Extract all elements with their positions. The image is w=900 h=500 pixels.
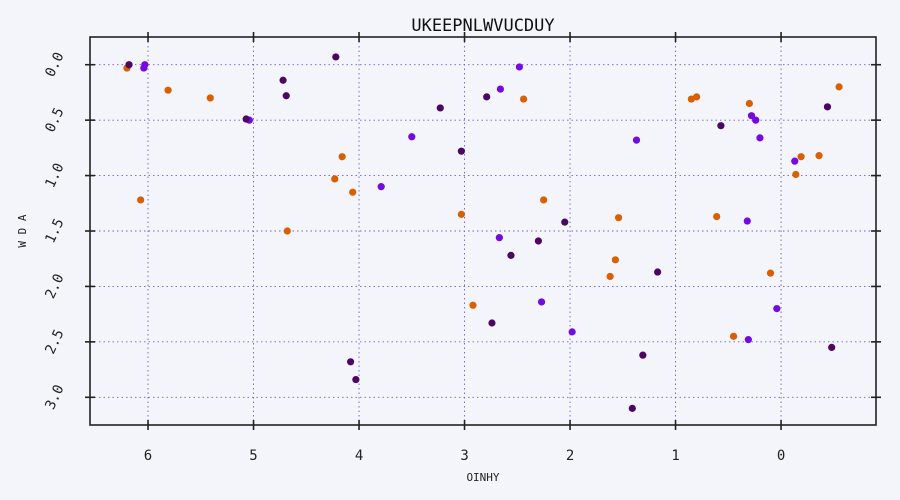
data-point: [835, 83, 843, 91]
data-point: [349, 188, 357, 196]
data-point: [137, 196, 145, 204]
data-point: [540, 196, 548, 204]
data-point: [791, 157, 799, 165]
data-point: [377, 183, 385, 191]
series-0: [123, 64, 843, 340]
data-point: [828, 343, 836, 351]
data-point: [457, 210, 465, 218]
data-point: [125, 61, 133, 69]
data-point: [611, 256, 620, 264]
data-point: [507, 251, 515, 259]
series-1: [140, 61, 799, 344]
y-tick-label: 2.0: [42, 272, 67, 302]
data-point: [756, 134, 764, 142]
y-tick-label: 0.5: [42, 105, 67, 135]
data-point: [331, 175, 339, 183]
data-point: [823, 103, 832, 111]
data-point: [283, 227, 291, 235]
data-point: [766, 269, 775, 277]
y-tick-label: 0.0: [42, 50, 67, 80]
data-point: [408, 133, 416, 141]
x-tick-label: 5: [249, 448, 257, 464]
data-point: [639, 351, 647, 359]
data-point: [654, 268, 662, 276]
data-point: [815, 152, 823, 160]
data-point: [744, 336, 752, 344]
data-point: [713, 212, 721, 221]
y-tick-label: 1.0: [42, 161, 67, 191]
data-point: [469, 301, 477, 309]
data-point: [140, 64, 148, 72]
data-point: [352, 375, 360, 384]
data-point: [534, 237, 542, 245]
data-point: [717, 122, 725, 130]
chart-title: UKEEPNLWVUCDUY: [411, 16, 554, 36]
y-tick-label: 1.5: [42, 216, 67, 246]
data-point: [488, 319, 496, 327]
x-tick-label: 4: [355, 448, 363, 464]
data-point: [561, 218, 569, 226]
data-point: [332, 53, 340, 61]
data-points: [123, 53, 843, 412]
data-point: [496, 85, 505, 93]
data-point: [279, 76, 287, 84]
data-point: [242, 115, 250, 123]
data-point: [282, 92, 290, 100]
axis-ticks: 6 5 4 3 2 1 0 0.0 0.5 1.0 1.5 2.0 2.5 3.0: [42, 32, 881, 464]
data-point: [743, 217, 751, 225]
data-point: [568, 328, 576, 336]
data-point: [693, 93, 701, 101]
data-point: [752, 116, 760, 124]
data-point: [457, 147, 465, 155]
x-axis-label: OINHY: [466, 471, 499, 484]
data-point: [483, 93, 491, 101]
data-point: [164, 86, 172, 94]
data-point: [729, 332, 738, 340]
data-point: [632, 136, 641, 144]
x-tick-label: 6: [144, 448, 152, 464]
data-point: [745, 99, 753, 108]
data-point: [436, 104, 444, 112]
data-point: [537, 298, 546, 306]
data-point: [628, 404, 636, 412]
x-tick-label: 2: [566, 448, 574, 464]
x-tick-label: 3: [460, 448, 468, 464]
data-point: [773, 305, 781, 313]
data-point: [495, 234, 503, 242]
y-axis-label: W D A: [16, 214, 29, 247]
x-tick-label: 1: [671, 448, 679, 464]
series-2: [125, 53, 836, 412]
grid-lines: [90, 37, 876, 425]
data-point: [614, 214, 623, 222]
data-point: [606, 272, 614, 281]
y-tick-label: 2.5: [42, 327, 67, 357]
data-point: [515, 63, 523, 71]
data-point: [792, 170, 800, 179]
data-point: [206, 94, 214, 102]
data-point: [338, 153, 346, 161]
x-tick-label: 0: [777, 448, 785, 464]
data-point: [797, 153, 805, 161]
data-point: [346, 358, 355, 366]
y-tick-label: 3.0: [42, 382, 67, 412]
data-point: [520, 95, 528, 103]
